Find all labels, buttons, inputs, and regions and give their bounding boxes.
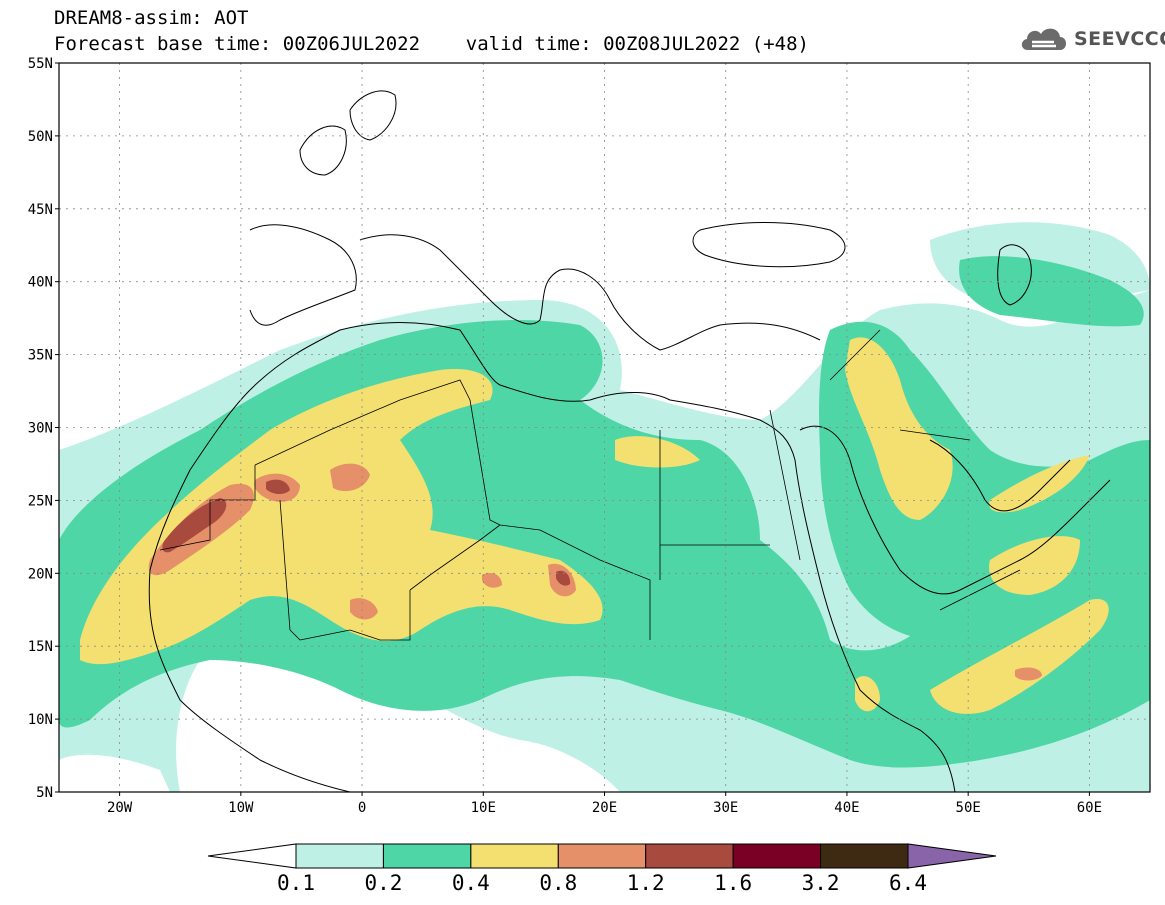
logo-text: SEEVCCC — [1074, 28, 1165, 50]
latitude-labels: 55N 50N 45N 40N 35N 30N 25N 20N 15N 10N 5N — [28, 56, 59, 801]
aot-band-0.4-nile — [615, 436, 700, 468]
map-title: DREAM8-assim: AOT — [54, 7, 249, 29]
clear-area-ocean-south — [59, 754, 170, 792]
lon-tick-label: 30E — [713, 800, 738, 816]
lon-tick-label: 10W — [228, 800, 254, 816]
lat-tick-label: 25N — [28, 493, 53, 509]
aot-band-0.2-caspian — [959, 256, 1144, 327]
lat-tick-label: 15N — [28, 639, 53, 655]
lon-tick-label: 0 — [358, 800, 366, 816]
lat-tick-label: 20N — [28, 566, 53, 582]
seevccc-logo: SEEVCCC — [1018, 22, 1165, 56]
coast-europe — [249, 90, 821, 351]
colorbar-label: 1.2 — [627, 871, 665, 895]
colorbar-label: 3.2 — [802, 871, 840, 895]
coast-caspian — [997, 244, 1032, 306]
colorbar-box — [820, 843, 909, 869]
lat-tick-label: 30N — [28, 421, 53, 437]
cloud-icon — [1021, 28, 1066, 50]
colorbar-label: 0.1 — [277, 871, 315, 895]
aot-band-0.8-niger — [350, 598, 378, 620]
aot-band-0.4-iraq — [845, 337, 953, 520]
colorbar-box — [295, 843, 384, 869]
colorbar-label: 6.4 — [889, 871, 927, 895]
lat-tick-label: 35N — [28, 348, 53, 364]
aot-band-1.2-chad — [556, 570, 571, 586]
aot-band-0.4-oman — [989, 536, 1080, 595]
lon-tick-label: 60E — [1077, 800, 1102, 816]
lon-tick-label: 20E — [592, 800, 617, 816]
lat-tick-label: 50N — [28, 129, 53, 145]
colorbar-box — [732, 843, 822, 869]
forecast-time-line: Forecast base time: 00Z06JUL2022 valid t… — [54, 33, 809, 55]
colorbar-lower-arrow — [207, 843, 297, 869]
aot-band-0.8-mali — [482, 573, 502, 588]
coast-africa-north — [249, 322, 796, 461]
coast-africa-west — [148, 389, 351, 792]
lon-tick-label: 50E — [956, 800, 981, 816]
border-lines — [159, 329, 1021, 641]
lat-tick-label: 45N — [28, 202, 53, 218]
aot-band-1.2-mauritania — [266, 479, 290, 495]
colorbar-label: 0.8 — [539, 871, 577, 895]
coast-red-sea — [794, 425, 961, 792]
aot-band-0.4-gulf — [989, 455, 1090, 513]
lon-tick-label: 20W — [107, 800, 133, 816]
lon-tick-label: 10E — [471, 800, 496, 816]
colorbar-box — [470, 843, 559, 869]
lon-tick-label: 40E — [834, 800, 859, 816]
lat-tick-label: 10N — [28, 712, 53, 728]
map-grid — [59, 63, 1150, 792]
colorbar-upper-arrow — [907, 843, 997, 869]
aot-band-0.8-algeria — [330, 463, 370, 492]
lat-tick-label: 5N — [36, 785, 53, 801]
colorbar-label: 0.4 — [452, 871, 490, 895]
country-borders — [159, 329, 1021, 641]
aot-band-0.8-arabian — [1015, 667, 1042, 681]
colorbar-box — [557, 843, 647, 869]
lat-tick-label: 40N — [28, 275, 53, 291]
coast-arabia — [929, 439, 1111, 591]
colorbar-box — [382, 843, 472, 869]
coast-black-sea — [692, 222, 846, 268]
colorbar-box — [645, 843, 734, 869]
colorbar-label: 0.2 — [364, 871, 402, 895]
aot-band-0.4 — [80, 369, 603, 665]
lat-tick-label: 55N — [28, 56, 53, 72]
clear-area-sahel — [176, 656, 620, 792]
aot-band-0.4-arabiansea — [930, 599, 1109, 714]
coastlines — [148, 90, 1111, 792]
colorbar: 0.1 0.2 0.4 0.8 1.2 1.6 3.2 6.4 — [207, 843, 997, 895]
longitude-labels: 20W 10W 0 10E 20E 30E 40E 50E 60E — [107, 792, 1102, 816]
colorbar-label: 1.6 — [714, 871, 752, 895]
